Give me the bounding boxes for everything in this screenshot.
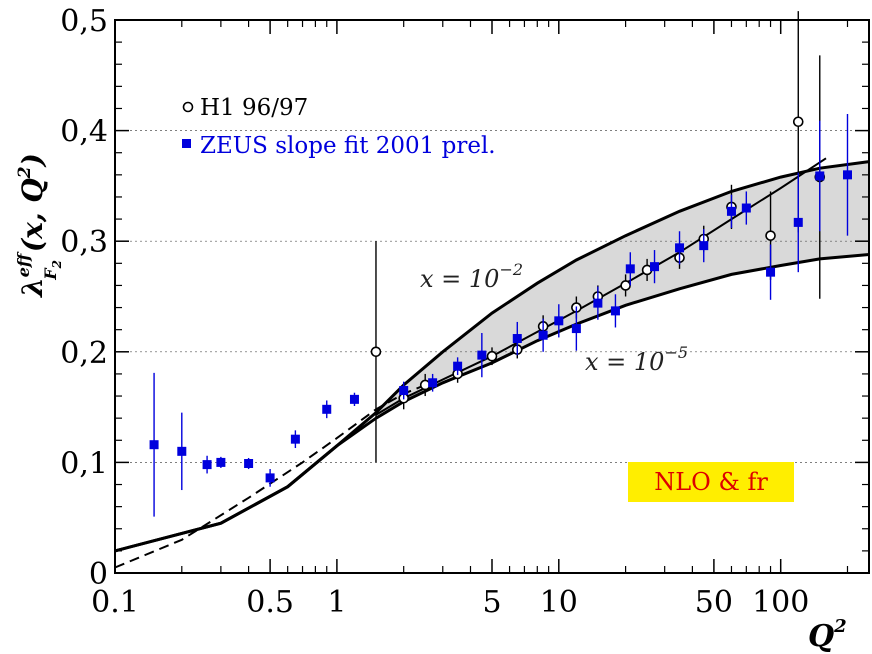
annotation-x-1e-5-text: x = 10 xyxy=(585,348,664,376)
zeus-point xyxy=(399,386,409,396)
svg-text:x = 10−2: x = 10−2 xyxy=(420,260,523,293)
x-axis-title: Q2 xyxy=(808,616,847,654)
x-tick-label: 50 xyxy=(695,585,733,620)
zeus-point xyxy=(593,298,603,308)
x-tick-label: 5 xyxy=(482,585,501,620)
curve-dashed xyxy=(114,384,426,569)
zeus-point xyxy=(842,170,852,180)
x-tick-label: 0.5 xyxy=(246,585,294,620)
zeus-point xyxy=(512,334,522,344)
y-axis-lambda: λ xyxy=(16,277,49,298)
nlo-badge-bg xyxy=(628,462,794,502)
y-axis-args: (x, Q xyxy=(16,178,49,252)
x-tick-label: 1 xyxy=(327,585,346,620)
zeus-point xyxy=(815,171,825,181)
zeus-point xyxy=(610,306,620,316)
legend-marker-h1 xyxy=(182,101,194,113)
x-tick-label: 10 xyxy=(540,585,578,620)
h1-point xyxy=(486,350,498,362)
legend-marker-zeus xyxy=(182,139,191,148)
legend-label-h1: H1 96/97 xyxy=(200,95,308,121)
zeus-point xyxy=(554,316,564,326)
zeus-point xyxy=(477,350,487,360)
y-axis-sub: F xyxy=(41,267,60,281)
zeus-point xyxy=(149,440,159,450)
zeus-point xyxy=(265,473,275,483)
y-axis-args-sup: 2 xyxy=(15,166,35,179)
legend-label-zeus: ZEUS slope fit 2001 prel. xyxy=(200,133,496,159)
y-axis-close: ) xyxy=(16,153,49,168)
h1-point xyxy=(792,116,804,128)
zeus-point xyxy=(538,330,548,340)
x-tick-label: 0.1 xyxy=(91,585,139,620)
x-axis-title-sup: 2 xyxy=(833,616,847,637)
h1-point xyxy=(370,346,382,358)
y-tick-label: 0,3 xyxy=(60,225,108,260)
annotation-x-1e-2-sup: −2 xyxy=(499,260,523,279)
nlo-badge-text: NLO & fr xyxy=(654,468,768,496)
annotation-x-1e-5-sup: −5 xyxy=(664,343,688,362)
x-tick-label: 100 xyxy=(752,585,809,620)
annotation-x-1e-5: x = 10−5 xyxy=(585,343,688,376)
nlo-badge: NLO & fr xyxy=(628,462,794,502)
h1-point xyxy=(765,230,776,241)
y-tick-label: 0 xyxy=(89,557,108,592)
band-layer xyxy=(376,161,869,419)
y-tick-label: 0,1 xyxy=(60,446,108,481)
zeus-point xyxy=(726,206,736,216)
zeus-point xyxy=(766,267,776,277)
zeus-point xyxy=(625,264,635,274)
annotation-x-1e-2: x = 10−2 xyxy=(420,260,523,293)
y-axis-title: λeff F2(x, Q2) xyxy=(14,153,64,298)
zeus-point xyxy=(428,378,438,388)
zeus-point xyxy=(216,457,226,467)
grid-layer xyxy=(115,130,869,463)
y-axis-subsub: 2 xyxy=(50,260,64,269)
zeus-point xyxy=(650,262,660,272)
zeus-point xyxy=(793,217,803,227)
zeus-point xyxy=(202,460,212,470)
svg-text:x = 10−5: x = 10−5 xyxy=(585,343,688,376)
annotation-x-1e-2-text: x = 10 xyxy=(420,265,499,293)
zeus-point xyxy=(741,203,751,213)
zeus-point xyxy=(322,404,332,414)
zeus-point xyxy=(290,434,300,444)
point-layer xyxy=(149,11,852,517)
curve-x-1e-5 xyxy=(114,253,870,553)
zeus-point xyxy=(349,394,359,404)
zeus-point xyxy=(571,324,581,334)
legend: H1 96/97 ZEUS slope fit 2001 prel. xyxy=(182,95,496,159)
zeus-point xyxy=(244,459,254,469)
zeus-point xyxy=(177,446,187,456)
uncertainty-band xyxy=(376,161,869,419)
y-tick-label: 0,5 xyxy=(60,4,108,39)
zeus-point xyxy=(675,243,685,253)
y-tick-label: 0,2 xyxy=(60,336,108,371)
h1-point xyxy=(620,280,631,291)
zeus-point xyxy=(699,241,709,251)
zeus-point xyxy=(453,361,463,371)
y-axis-sup: eff xyxy=(14,251,33,277)
y-tick-label: 0,4 xyxy=(60,115,108,150)
tick-layer: 0.1 0.5 1 5 10 50 100 0 0,1 0,2 0,3 0,4 0,5 xyxy=(60,4,869,620)
